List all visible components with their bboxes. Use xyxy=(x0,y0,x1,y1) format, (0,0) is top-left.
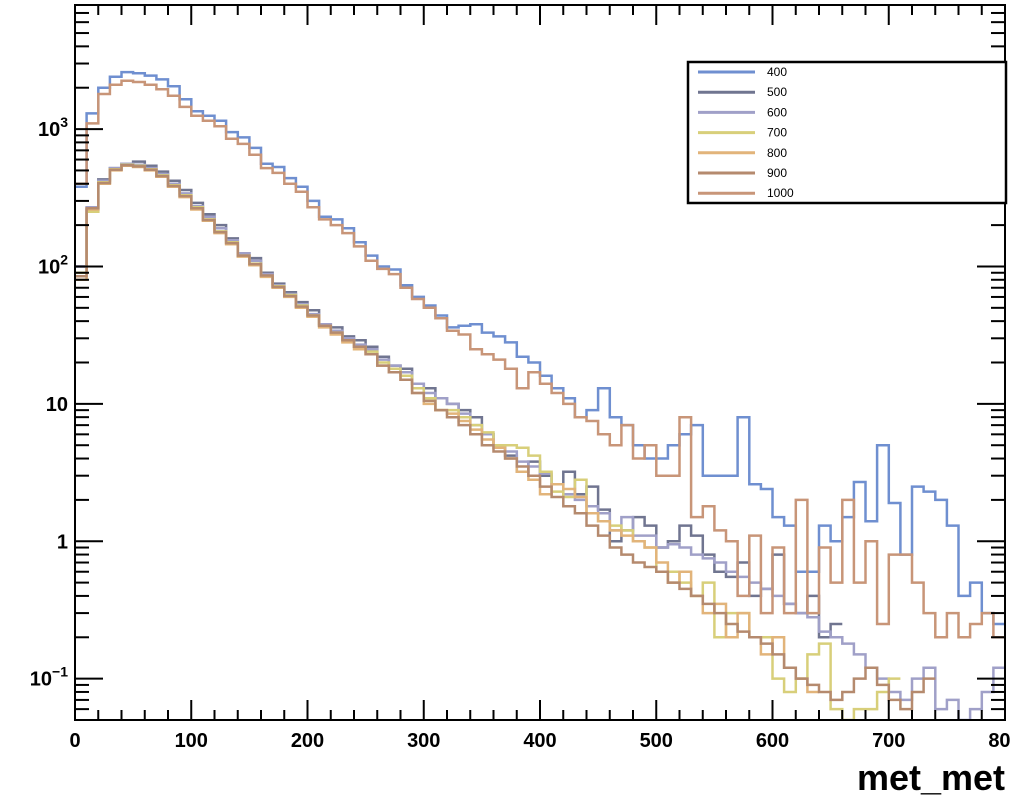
x-axis-title: met_met xyxy=(857,757,1005,798)
y-tick-labels: 10−1 1 10 102 103 xyxy=(30,114,68,691)
y-tick-label: 10−1 xyxy=(30,664,68,691)
series-line-1000 xyxy=(75,79,1005,639)
x-tick-label: 0 xyxy=(69,730,80,752)
x-tick-label: 200 xyxy=(291,730,324,752)
x-tick-label: 500 xyxy=(640,730,673,752)
legend-label-700: 700 xyxy=(767,126,787,140)
series-line-900 xyxy=(75,164,936,711)
legend-label-400: 400 xyxy=(767,65,787,79)
y-tick-label: 10 xyxy=(46,394,68,416)
x-tick-labels: 0 100 200 300 400 500 600 700 800 xyxy=(69,730,1011,752)
x-tick-label: 700 xyxy=(872,730,905,752)
x-tick-label: 400 xyxy=(523,730,556,752)
y-tick-label: 103 xyxy=(38,114,68,141)
x-tick-label: 100 xyxy=(175,730,208,752)
y-tick-label: 1 xyxy=(57,531,68,553)
x-tick-label: 600 xyxy=(756,730,789,752)
legend-label-800: 800 xyxy=(767,146,787,160)
legend-label-600: 600 xyxy=(767,105,787,119)
legend-label-900: 900 xyxy=(767,166,787,180)
legend-label-1000: 1000 xyxy=(767,186,794,200)
legend: 400 500 600 700 800 900 1000 xyxy=(686,60,1008,205)
y-tick-label: 102 xyxy=(38,251,68,278)
x-tick-label: 300 xyxy=(407,730,440,752)
legend-label-500: 500 xyxy=(767,85,787,99)
x-tick-label: 800 xyxy=(988,730,1011,752)
plot-frame xyxy=(74,4,1006,721)
series-layer xyxy=(75,70,1005,720)
